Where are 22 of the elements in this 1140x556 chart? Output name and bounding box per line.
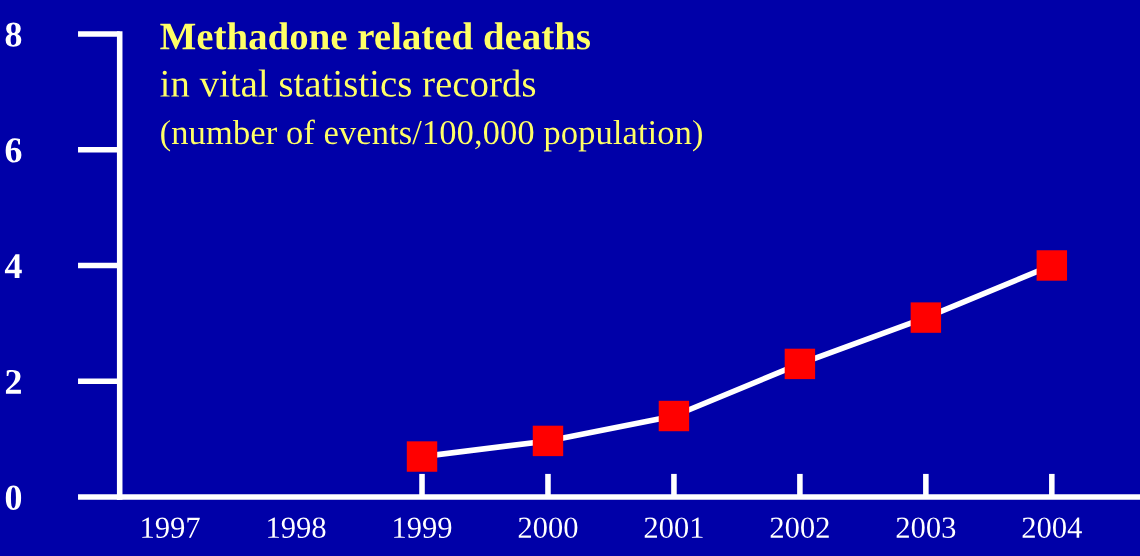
point [658, 400, 690, 432]
point [910, 302, 942, 333]
y-axis-title: (number of events/100,000 population) [161, 119, 702, 152]
y-tick-label: 4 [4, 254, 22, 279]
text: in vital statistics records [160, 69, 536, 97]
y-tick-label: 0 [5, 485, 22, 510]
x-tick-label: 2003 [896, 517, 956, 539]
point [406, 441, 438, 472]
y-tick-label: 8 [5, 22, 22, 47]
x-tick-label: 1998 [268, 517, 326, 539]
point [532, 425, 564, 457]
x-tick-label: 1999 [394, 517, 452, 539]
point [1036, 250, 1068, 281]
x-tick-label: 2001 [644, 517, 703, 539]
x-tick-label: 2000 [518, 517, 578, 539]
x-tick-label: 2002 [770, 517, 829, 539]
point [784, 348, 816, 380]
chart-title: Methadone related deaths [160, 22, 591, 50]
y-tick-label: 6 [5, 138, 22, 163]
x-tick-label: 2004 [1022, 517, 1082, 539]
x-tick-label: 1997 [142, 517, 200, 539]
y-tick-label: 2 [5, 369, 21, 394]
